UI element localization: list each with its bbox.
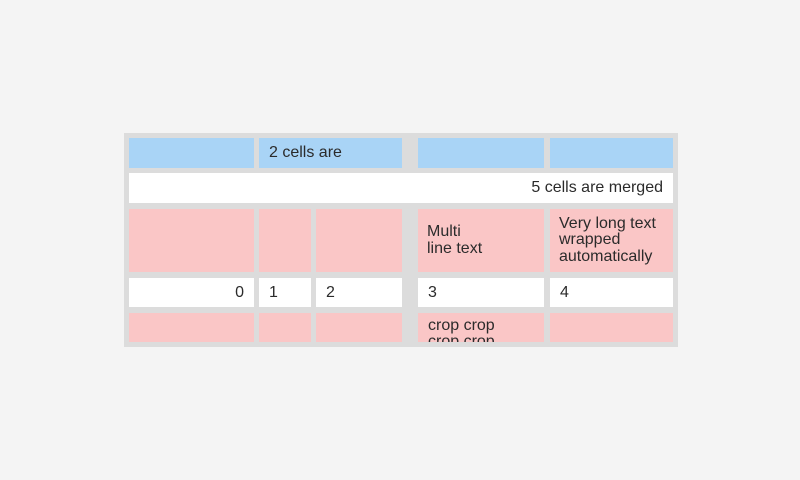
table-cell-r3c4-multiline[interactable]: Multi line text bbox=[418, 209, 544, 272]
table-cell-r1-merged-c2c3[interactable]: 2 cells are merged bbox=[259, 138, 402, 168]
table-row-4: 0 1 2 3 4 bbox=[129, 278, 673, 307]
table-cell-r4c3[interactable]: 2 bbox=[316, 278, 402, 307]
table-cell-r4c4[interactable]: 3 bbox=[418, 278, 544, 307]
table-cell-r5c5[interactable] bbox=[550, 313, 673, 342]
table-cell-r2-merged-all[interactable]: 5 cells are merged bbox=[129, 173, 673, 203]
table-cell-r1c1[interactable] bbox=[129, 138, 254, 168]
table-cell-r3c1[interactable] bbox=[129, 209, 254, 272]
table-row-5-clipped: crop crop crop crop bbox=[129, 313, 673, 342]
table-cell-r1c5[interactable] bbox=[550, 138, 673, 168]
table-row-3: Multi line text Very long text wrapped a… bbox=[129, 209, 673, 272]
table-cell-r5c3[interactable] bbox=[316, 313, 402, 342]
table-cell-r5c4-cropped-text[interactable]: crop crop crop crop bbox=[418, 313, 544, 342]
table-widget: 2 cells are merged 5 cells are merged Mu… bbox=[124, 133, 678, 347]
table-cell-r4c5[interactable]: 4 bbox=[550, 278, 673, 307]
table-cell-r4c1[interactable]: 0 bbox=[129, 278, 254, 307]
table-cell-r3c3[interactable] bbox=[316, 209, 402, 272]
table-row-2: 5 cells are merged bbox=[129, 173, 673, 203]
table-row-1: 2 cells are merged bbox=[129, 138, 673, 168]
table-cell-r4c2[interactable]: 1 bbox=[259, 278, 311, 307]
table-cell-r1c4[interactable] bbox=[418, 138, 544, 168]
table-cell-r5c2[interactable] bbox=[259, 313, 311, 342]
table-cell-r5c1[interactable] bbox=[129, 313, 254, 342]
table-cell-r3c2[interactable] bbox=[259, 209, 311, 272]
table-cell-r3c5-wrapped[interactable]: Very long text wrapped automatically bbox=[550, 209, 673, 272]
